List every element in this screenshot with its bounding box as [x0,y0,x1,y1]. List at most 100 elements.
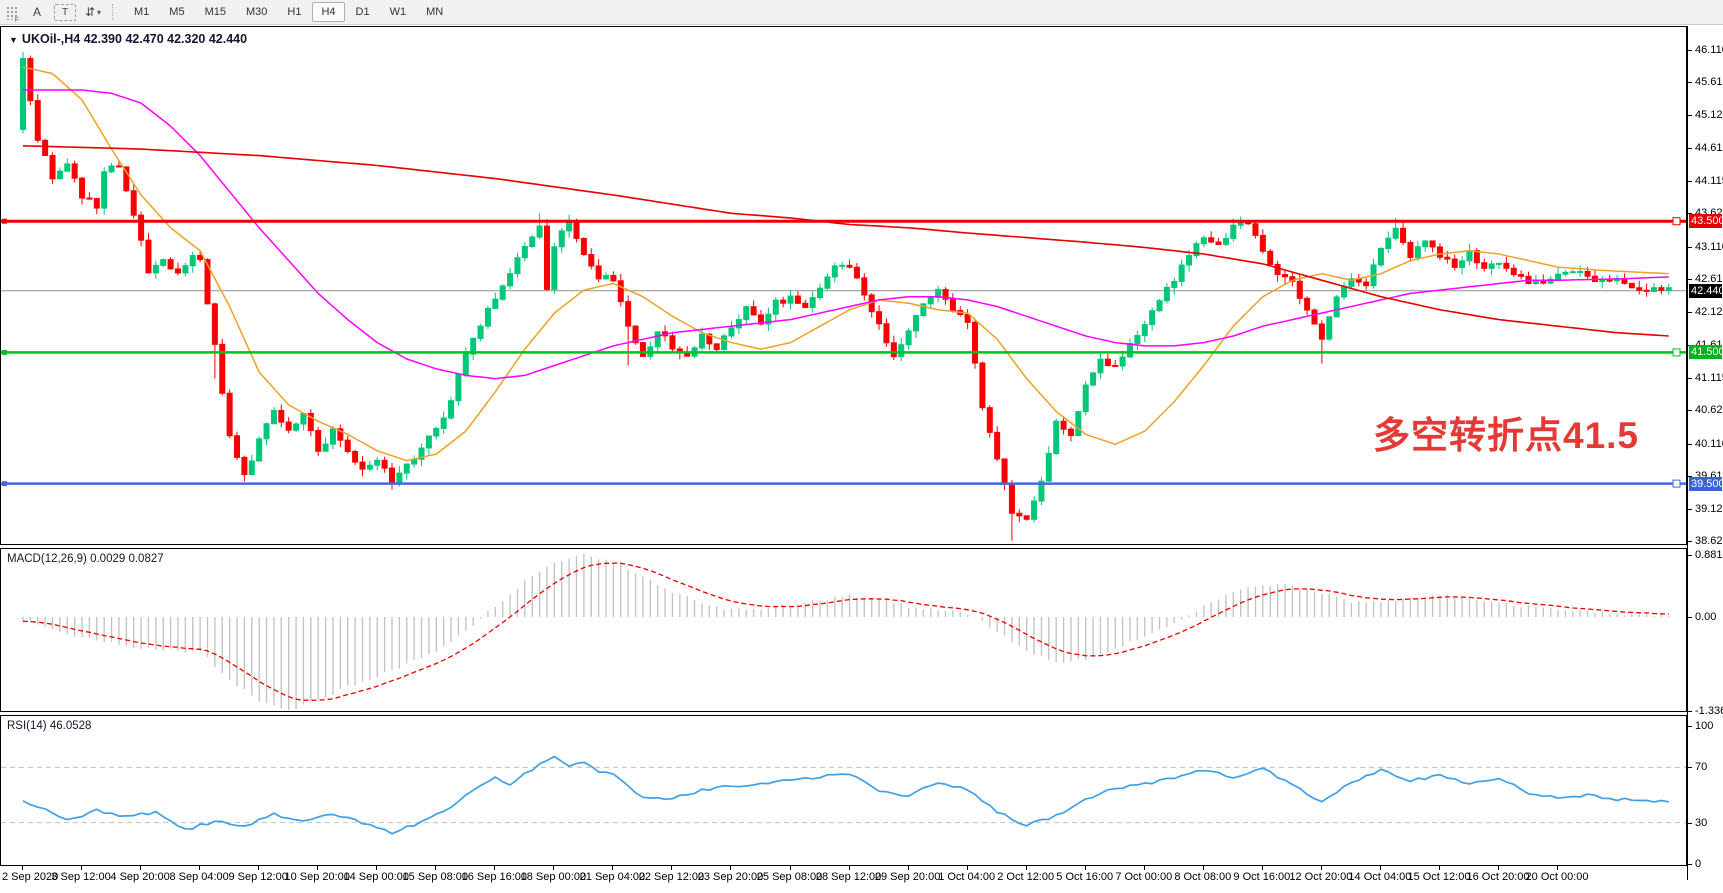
time-tick [612,866,614,870]
macd-name: MACD(12,26,9) [7,553,87,565]
level-right-marker[interactable] [1672,348,1681,357]
axis-tick [1688,726,1692,727]
text-box-tool-button[interactable]: T [54,3,76,21]
ma-slow-red-line [22,145,1669,337]
axis-tick [1688,114,1692,116]
rsi-chart-canvas[interactable] [1,716,1686,865]
level-left-marker [2,218,7,224]
time-axis-label: 7 Oct 00:00 [1115,871,1173,883]
axis-tick [1688,82,1692,84]
macd-panel[interactable]: MACD(12,26,9) 0.0029 0.0827 [0,548,1687,712]
time-tick [1320,866,1322,870]
axis-tick [1688,50,1692,51]
time-axis-label: 16 Sep 16:00 [461,871,528,883]
time-tick [1261,866,1263,870]
price-badge-43.500: 43.500 [1689,214,1723,229]
axis-tick [1688,541,1692,543]
axis-tick [1688,508,1692,510]
time-tick [1557,866,1559,870]
time-axis-label: 15 Sep 08:00 [402,871,468,883]
toolbar-drag-handle-icon[interactable]: F [5,4,19,24]
axis-label: -1.3368 [1695,704,1723,717]
level-right-marker[interactable] [1672,217,1681,226]
timeframe-h4-button[interactable]: H4 [312,2,345,22]
axis-label: 0.8812 [1695,549,1723,562]
axis-tick [1688,311,1692,313]
rsi-panel[interactable]: RSI(14) 46.0528 [0,715,1687,866]
axis-label: 0.00 [1695,611,1717,623]
time-axis-label: 21 Sep 04:00 [579,871,646,883]
axis-label: 45.615 [1695,76,1723,89]
axis-label: 45.120 [1695,108,1723,121]
candlestick-chart-canvas[interactable] [1,27,1686,544]
time-axis-label: 9 Oct 16:00 [1233,871,1291,883]
time-axis-label: 8 Sep 04:00 [169,871,229,883]
price-badge-39.500: 39.500 [1689,476,1723,491]
annotation-text: 多空转折点41.5 [1373,415,1640,456]
axis-tick [1688,476,1692,478]
time-tick [789,866,791,870]
price-badge-41.500: 41.500 [1689,345,1723,360]
time-axis-label: 3 Sep 12:00 [51,871,111,883]
timeframe-m5-button[interactable]: M5 [169,6,185,18]
time-tick [1025,866,1027,870]
time-axis-label: 18 Sep 00:00 [520,871,587,883]
time-axis-label: 16 Oct 20:00 [1466,871,1530,883]
axis-tick [1688,180,1692,182]
time-tick [966,866,968,870]
timeframe-m1-button[interactable]: M1 [134,6,150,18]
time-axis-label: 10 Sep 20:00 [284,871,350,883]
time-tick [1498,866,1499,870]
timeframe-m15-button[interactable]: M15 [204,6,226,18]
arrow-style-tool-button[interactable]: ⇵ ▾ [82,2,104,23]
axis-label: 41.115 [1695,371,1723,384]
time-tick [435,866,437,870]
time-tick [81,866,83,870]
time-axis-label: 20 Oct 00:00 [1525,871,1589,883]
time-axis-label: 25 Sep 08:00 [756,871,823,883]
axis-label: 42.120 [1695,305,1723,318]
toolbar-separator [112,4,119,20]
timeframe-w1-button[interactable]: W1 [389,6,407,18]
time-tick [1084,866,1086,870]
symbol-dropdown-caret-icon[interactable]: ▼ [9,35,18,45]
time-axis-label: 23 Sep 20:00 [697,871,764,883]
timeframe-m30-button[interactable]: M30 [245,6,268,18]
time-axis-label: 15 Oct 12:00 [1407,871,1471,883]
axis-tick [1688,864,1692,865]
text-label-icon: A [32,5,41,19]
timeframe-h1-button[interactable]: H1 [287,6,302,18]
level-left-marker [2,349,7,355]
timeframe-d1-button[interactable]: D1 [355,6,370,18]
macd-chart-canvas[interactable] [1,549,1686,711]
axis-tick [1688,246,1692,248]
main-chart-panel[interactable]: ▼ UKOil-,H4 42.390 42.470 42.320 42.440 多… [0,26,1687,545]
chart-title-text: UKOil-,H4 42.390 42.470 42.320 42.440 [21,32,248,46]
axis-label: 44.115 [1695,174,1723,187]
time-tick [907,866,909,870]
time-tick [140,866,142,870]
ma-mid-magenta-line [23,89,1669,380]
time-tick [199,866,201,870]
axis-label: 38.625 [1695,535,1723,548]
time-axis-label: 9 Sep 12:00 [228,871,288,883]
macd-indicator-label: MACD(12,26,9) 0.0029 0.0827 [7,553,164,565]
time-axis-label: 14 Oct 04:00 [1348,871,1412,883]
axis-label: 43.110 [1695,240,1723,253]
text-label-tool-button[interactable]: A [26,2,48,23]
time-axis[interactable]: 2 Sep 2020 3 Sep 12:00 4 Sep 20:00 8 Sep 04… [0,866,1687,893]
time-axis-label: 4 Sep 20:00 [110,871,170,883]
timeframe-mn-button[interactable]: MN [426,6,444,18]
axis-tick [1688,617,1692,618]
candles-group [20,51,1672,541]
axis-tick [1688,443,1692,445]
level-right-marker[interactable] [1672,479,1681,488]
time-tick [376,866,378,870]
axis-label: 0 [1695,858,1702,870]
time-axis-label: 1 Oct 04:00 [938,871,996,883]
axis-label: 100 [1695,720,1714,732]
time-tick [1143,866,1145,870]
price-axis[interactable]: 46.11045.61545.12044.61044.11543.62043.1… [1687,26,1723,880]
time-axis-label: 12 Oct 20:00 [1289,871,1353,883]
axis-tick [1688,822,1692,824]
